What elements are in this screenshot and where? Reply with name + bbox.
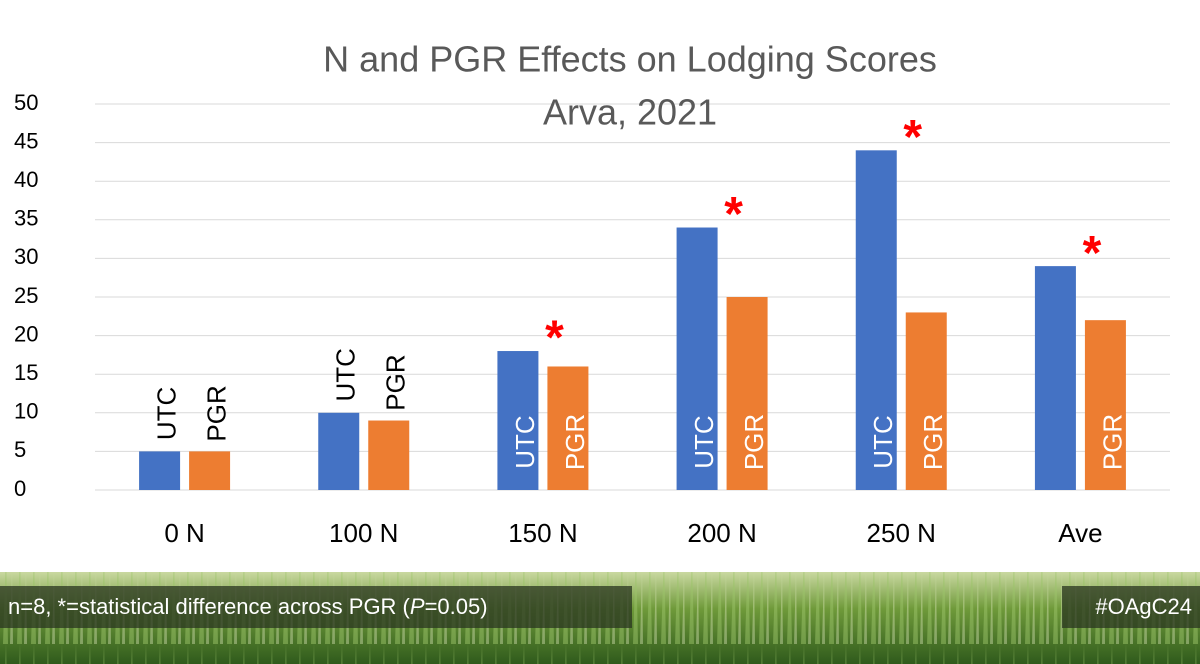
bar-series-label: UTC <box>151 387 181 440</box>
chart-title: N and PGR Effects on Lodging Scores <box>323 39 937 80</box>
bar <box>905 312 947 490</box>
y-tick-label: 40 <box>14 167 38 192</box>
significance-mark: * <box>903 111 922 164</box>
y-tick-label: 20 <box>14 321 38 346</box>
footnote-italic: P <box>410 594 425 619</box>
x-tick-label: 200 N <box>687 518 756 548</box>
x-tick-label: 150 N <box>508 518 577 548</box>
y-tick-label: 45 <box>14 128 38 153</box>
bar-series-label: UTC <box>331 348 361 401</box>
x-tick-label: Ave <box>1058 518 1102 548</box>
bar <box>318 412 360 490</box>
bar <box>855 150 897 490</box>
y-tick-label: 35 <box>14 206 38 231</box>
significance-mark: * <box>724 188 743 241</box>
y-tick-label: 15 <box>14 360 38 385</box>
bar-series-label: PGR <box>739 414 769 470</box>
y-tick-label: 10 <box>14 399 38 424</box>
bar-series-label: UTC <box>510 415 540 468</box>
bar <box>676 227 718 490</box>
footnote-text: n=8, *=statistical difference across PGR… <box>8 594 411 619</box>
bar <box>368 420 410 490</box>
chart-subtitle: Arva, 2021 <box>543 92 717 133</box>
x-tick-label: 100 N <box>329 518 398 548</box>
hashtag-box <box>1062 586 1200 628</box>
y-tick-label: 50 <box>14 90 38 115</box>
x-tick-label: 250 N <box>867 518 936 548</box>
hashtag: #OAgC24 <box>1095 594 1192 619</box>
y-tick-label: 30 <box>14 244 38 269</box>
x-tick-label: 0 N <box>164 518 204 548</box>
footnote: n=8, *=statistical difference across PGR… <box>8 594 488 619</box>
bar <box>1034 266 1076 490</box>
footnote-box <box>0 586 632 628</box>
footnote-text: =0.05) <box>425 594 488 619</box>
significance-mark: * <box>1083 227 1102 280</box>
bar-series-label: PGR <box>201 385 231 441</box>
significance-mark: * <box>545 312 564 365</box>
y-tick-label: 5 <box>14 437 26 462</box>
bar <box>139 451 181 490</box>
bar-series-label: UTC <box>689 415 719 468</box>
bar <box>1084 320 1126 490</box>
bar <box>189 451 231 490</box>
bar-series-label: PGR <box>918 414 948 470</box>
bar-series-label: UTC <box>868 415 898 468</box>
bar <box>497 351 539 490</box>
bar-series-label: PGR <box>381 354 411 410</box>
bar <box>547 366 589 490</box>
y-tick-label: 25 <box>14 283 38 308</box>
bar <box>726 297 768 490</box>
y-tick-label: 0 <box>14 476 26 501</box>
bar-series-label: PGR <box>560 414 590 470</box>
bar-series-label: PGR <box>1097 414 1127 470</box>
